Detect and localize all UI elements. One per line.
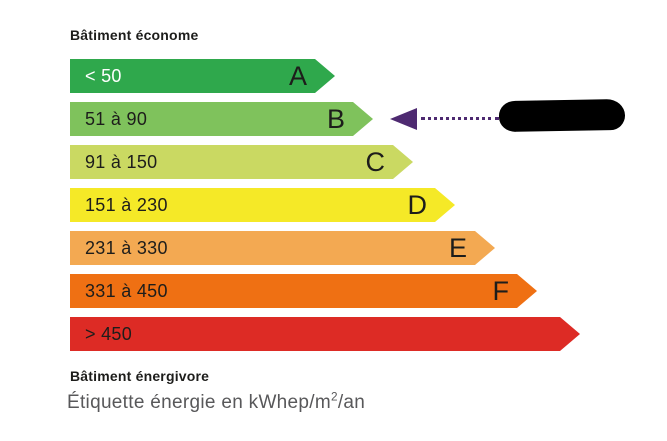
band-letter: B [326, 103, 345, 134]
band-range: < 50 [85, 65, 122, 86]
band-range: 91 à 150 [85, 151, 158, 172]
energy-band-f: 331 à 450 F [70, 274, 537, 308]
energy-band-a: < 50 A [70, 59, 335, 93]
band-range: 331 à 450 [85, 280, 168, 301]
band-range: 51 à 90 [85, 108, 148, 129]
caption-text-suffix: /an [337, 392, 366, 413]
band-letter: D [407, 189, 427, 220]
band-letter: C [365, 146, 385, 177]
energy-band-c: 91 à 150 C [70, 145, 413, 179]
energy-band-b: 51 à 90 B [70, 102, 373, 136]
rating-cursor-arrow-icon [390, 108, 417, 130]
energy-label-caption: Étiquette énergie en kWhep/m2/an [67, 390, 366, 414]
band-letter: A [288, 60, 307, 91]
caption-superscript: 2 [331, 390, 338, 404]
band-letter: E [448, 232, 467, 263]
energy-intensive-building-label: Bâtiment énergivore [70, 368, 210, 384]
energy-band-d: 151 à 230 D [70, 188, 455, 222]
band-range: 231 à 330 [85, 237, 168, 258]
cursor-dotted-line [421, 117, 499, 120]
band-letter: F [492, 275, 509, 306]
energy-band-e: 231 à 330 E [70, 231, 495, 265]
energy-band-g: > 450 [70, 317, 580, 351]
band-range: > 450 [85, 323, 133, 344]
caption-text: Étiquette énergie en kWhep/m [67, 392, 331, 413]
redaction-blob [498, 98, 626, 133]
economical-building-label: Bâtiment économe [70, 27, 199, 43]
band-range: 151 à 230 [85, 194, 168, 215]
